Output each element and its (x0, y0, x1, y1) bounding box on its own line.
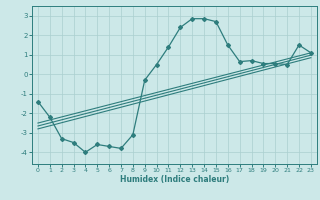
X-axis label: Humidex (Indice chaleur): Humidex (Indice chaleur) (120, 175, 229, 184)
